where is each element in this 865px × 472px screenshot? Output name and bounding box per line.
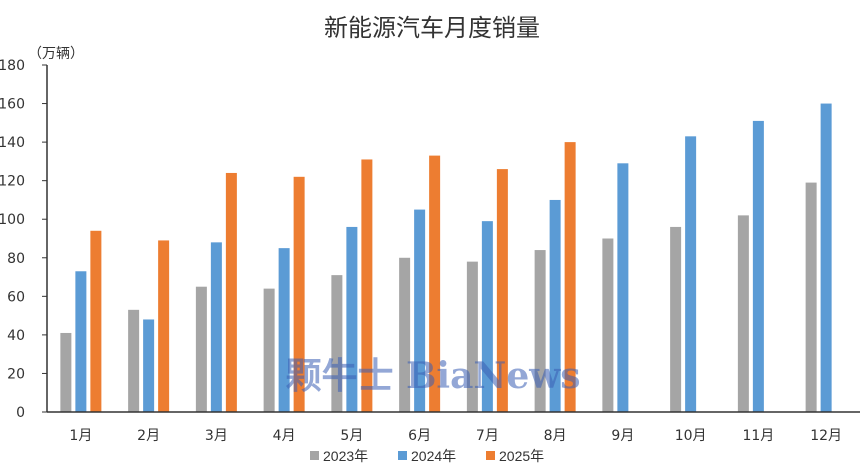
bar-2023年-2月 <box>128 309 140 412</box>
x-tick-label: 12月 <box>810 428 842 444</box>
bar-2023年-6月 <box>399 257 411 412</box>
x-tick-label: 1月 <box>69 428 92 444</box>
y-tick-label: 40 <box>7 328 25 344</box>
x-tick-label: 2月 <box>137 428 160 444</box>
y-tick-label: 120 <box>0 174 25 190</box>
chart-title: 新能源汽车月度销量 <box>324 14 540 42</box>
x-tick-label: 10月 <box>675 428 707 444</box>
bar-2024年-5月 <box>346 226 358 412</box>
bar-2023年-7月 <box>466 261 478 412</box>
y-tick-label: 20 <box>7 366 25 382</box>
bar-2025年-6月 <box>429 155 441 412</box>
legend-swatch <box>398 451 407 460</box>
x-tick-label: 4月 <box>273 428 296 444</box>
x-tick-label: 5月 <box>340 428 363 444</box>
x-tick-label: 11月 <box>742 428 774 444</box>
bar-2024年-8月 <box>549 199 561 412</box>
bar-2024年-1月 <box>75 271 87 412</box>
legend: 2023年 2024年 2025年 <box>310 448 544 464</box>
bar-2023年-10月 <box>670 226 682 412</box>
bar-2024年-7月 <box>481 221 493 412</box>
x-tick-label: 8月 <box>544 428 567 444</box>
bar-2023年-9月 <box>602 238 614 412</box>
bar-2023年-8月 <box>534 250 546 412</box>
y-tick-label: 180 <box>0 58 25 74</box>
bar-2025年-2月 <box>158 240 170 412</box>
y-tick-label: 60 <box>7 289 25 305</box>
bar-2025年-3月 <box>225 172 237 412</box>
x-axis-ticks: 1月 2月 3月 4月 5月 6月 7月 8月 9月 10月 11月 12月 <box>69 428 842 444</box>
bar-2024年-9月 <box>617 163 629 412</box>
unit-label: （万辆） <box>28 46 84 62</box>
bar-2024年-12月 <box>820 103 832 413</box>
y-tick-label: 0 <box>16 405 25 421</box>
bar-2023年-5月 <box>331 275 343 412</box>
y-axis-ticks: 0 20 40 60 80 100 120 140 160 180 <box>0 58 47 421</box>
legend-label: 2025年 <box>499 448 544 464</box>
bar-2024年-10月 <box>685 136 697 413</box>
legend-label: 2024年 <box>411 448 456 464</box>
bar-2024年-2月 <box>143 319 155 412</box>
bar-2025年-7月 <box>496 169 508 412</box>
watermark: 颗牛士 BiaNews <box>285 355 580 397</box>
bar-2025年-8月 <box>564 142 576 412</box>
bar-2023年-3月 <box>195 286 207 412</box>
bar-2024年-4月 <box>278 248 290 412</box>
bar-2024年-3月 <box>210 242 222 412</box>
bar-2024年-11月 <box>752 120 764 413</box>
bar-2023年-11月 <box>737 215 749 412</box>
bars-layer <box>60 103 832 413</box>
bar-2023年-12月 <box>805 182 817 412</box>
x-tick-label: 6月 <box>408 428 431 444</box>
bar-2025年-5月 <box>361 159 373 412</box>
bar-2025年-4月 <box>293 176 305 412</box>
y-tick-label: 160 <box>0 97 25 113</box>
bar-2024年-6月 <box>414 209 426 412</box>
y-tick-label: 140 <box>0 135 25 151</box>
x-tick-label: 9月 <box>611 428 634 444</box>
y-tick-label: 100 <box>0 212 25 228</box>
bar-2023年-1月 <box>60 332 72 412</box>
x-tick-label: 3月 <box>205 428 228 444</box>
bar-2023年-4月 <box>263 288 275 412</box>
x-tick-label: 7月 <box>476 428 499 444</box>
y-tick-label: 80 <box>7 251 25 267</box>
legend-swatch <box>486 451 495 460</box>
bar-2025年-1月 <box>90 230 102 412</box>
legend-label: 2023年 <box>323 448 368 464</box>
legend-swatch <box>310 451 319 460</box>
